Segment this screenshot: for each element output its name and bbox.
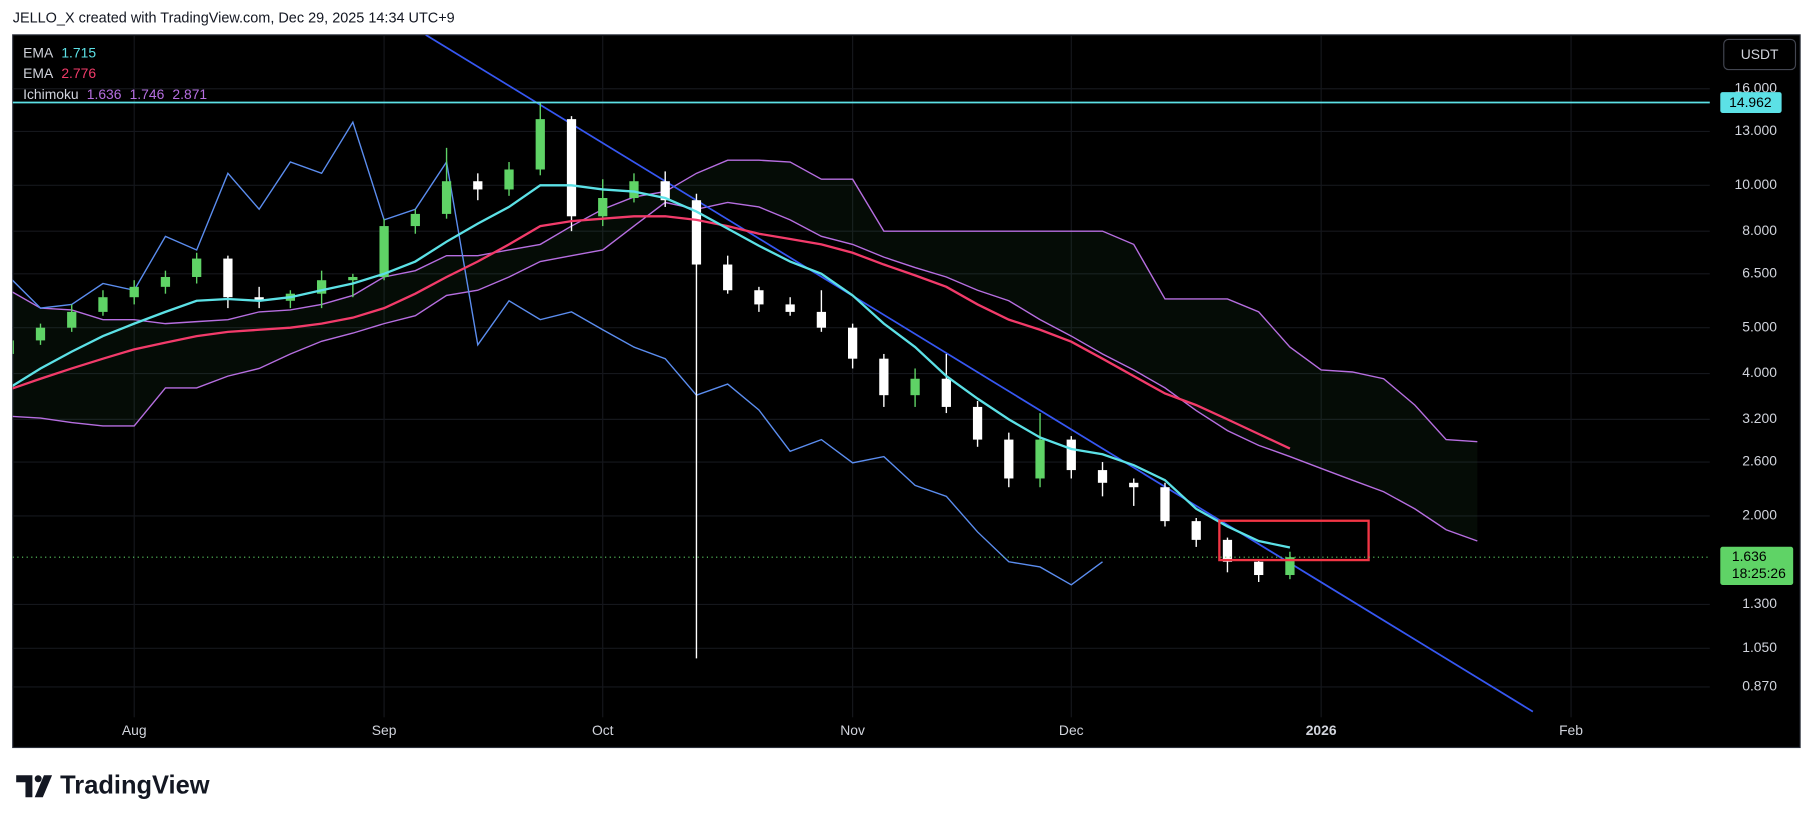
x-tick-label: Nov [840,722,865,738]
overlay: 0.870 1.050 1.300 2.000 2.600 3.200 4.000 5.000… [23,44,1794,738]
candle-body [410,213,420,227]
y-tick-label: 5.000 [1742,318,1777,334]
candle-body [941,378,951,407]
candle-body [35,327,46,341]
button-frame[interactable] [1723,38,1797,71]
candle-body [598,198,608,217]
x-tick-label: 2026 [1306,722,1337,738]
legend-value: 1.746 [130,86,165,102]
y-tick-label: 13.000 [1735,122,1778,138]
candle-body [691,200,702,265]
candle-body [723,264,733,291]
plot [12,34,1710,718]
logo-mark [34,775,53,798]
candle-body [910,378,920,396]
currency[interactable]: USDT [1741,46,1779,62]
candle-body [1035,439,1045,479]
candle-body [1285,557,1295,576]
y-tick-label: 1.050 [1742,639,1777,655]
candle-body [535,119,545,170]
y-tick-label: 6.500 [1742,264,1777,280]
ichimoku-cloud [12,160,1478,542]
x-tick-label: Sep [372,722,397,738]
candle-body [473,181,483,190]
candle-body [254,297,264,301]
candle-body [566,119,577,217]
legend-name: EMA [23,44,54,60]
price-line-label: 14.962 [1729,94,1772,110]
x-tick-label: Dec [1059,722,1084,738]
candle-body [1097,470,1108,483]
y-tick-label: 10.000 [1735,176,1778,192]
brand: TradingView [60,772,210,800]
candle-body [629,181,639,199]
candle-body [379,226,389,277]
legend-value: 1.636 [87,86,122,102]
candle-body [1129,482,1139,488]
indicator-line [12,120,1103,586]
legend-name: Ichimoku [23,86,79,102]
candle-body [192,258,202,277]
y-tick-label: 2.600 [1742,453,1777,469]
logo-mark [34,775,42,783]
candle-body [785,304,795,312]
candle-body [98,297,108,312]
y-tick-label: 8.000 [1742,222,1777,238]
candle-body [1160,487,1170,522]
legend-name: EMA [23,65,54,81]
brand-logo: TradingView [16,772,210,800]
candle-body [972,406,983,440]
currency-button[interactable]: USDT [1723,38,1797,71]
y-tick-label: 16.000 [1735,79,1778,95]
candle-body [1254,561,1264,576]
candle-body [754,290,764,305]
legend-entry: EMA 1.715 [23,44,96,60]
candle-body [879,358,889,396]
candle-body [660,181,670,201]
y-tick-label: 1.300 [1742,595,1777,611]
trend-line [425,34,1534,713]
y-tick-label: 2.000 [1742,507,1777,523]
legend-value: 2.776 [61,65,96,81]
legend-value: 1.715 [61,44,96,60]
legend-value: 2.871 [172,86,207,102]
last-price-label: 1.636 [1732,548,1767,564]
y-tick-label: 0.870 [1742,678,1777,694]
candle-body [160,276,171,287]
zone-box [1218,519,1370,562]
candle-body [129,286,139,298]
last-price-tag [1720,546,1794,585]
candle-body [223,258,233,298]
indicator-line [12,184,1291,549]
y-tick-label: 4.000 [1742,364,1777,380]
candle-body [316,280,327,294]
candle-body [12,340,14,354]
legend-entry: EMA 2.776 [23,65,96,81]
candle-body [67,311,77,328]
candle-body [816,311,827,328]
indicator-line [12,159,1478,443]
candle-body [1066,439,1076,471]
candle-body [1004,439,1014,479]
candle-body [847,327,858,359]
chart-area [12,34,1801,749]
x-tick-label: Feb [1559,722,1583,738]
logo-mark [16,775,33,798]
candle-body [1222,539,1233,562]
countdown: 18:25:26 [1732,565,1786,581]
indicator-line [12,215,1291,450]
x-tick-label: Oct [592,722,614,738]
candle-body [441,181,452,214]
y-tick-label: 3.200 [1742,410,1777,426]
legend-entry: Ichimoku 1.636 1.746 2.871 [23,86,207,102]
header: JELLO_X created with TradingView.com, De… [13,10,455,26]
indicator-line [12,201,1478,542]
candle-body [348,276,358,281]
x-tick-label: Aug [122,722,147,738]
price-line-tag [1720,92,1782,113]
candle-body [504,169,514,190]
candle-body [1191,521,1201,540]
